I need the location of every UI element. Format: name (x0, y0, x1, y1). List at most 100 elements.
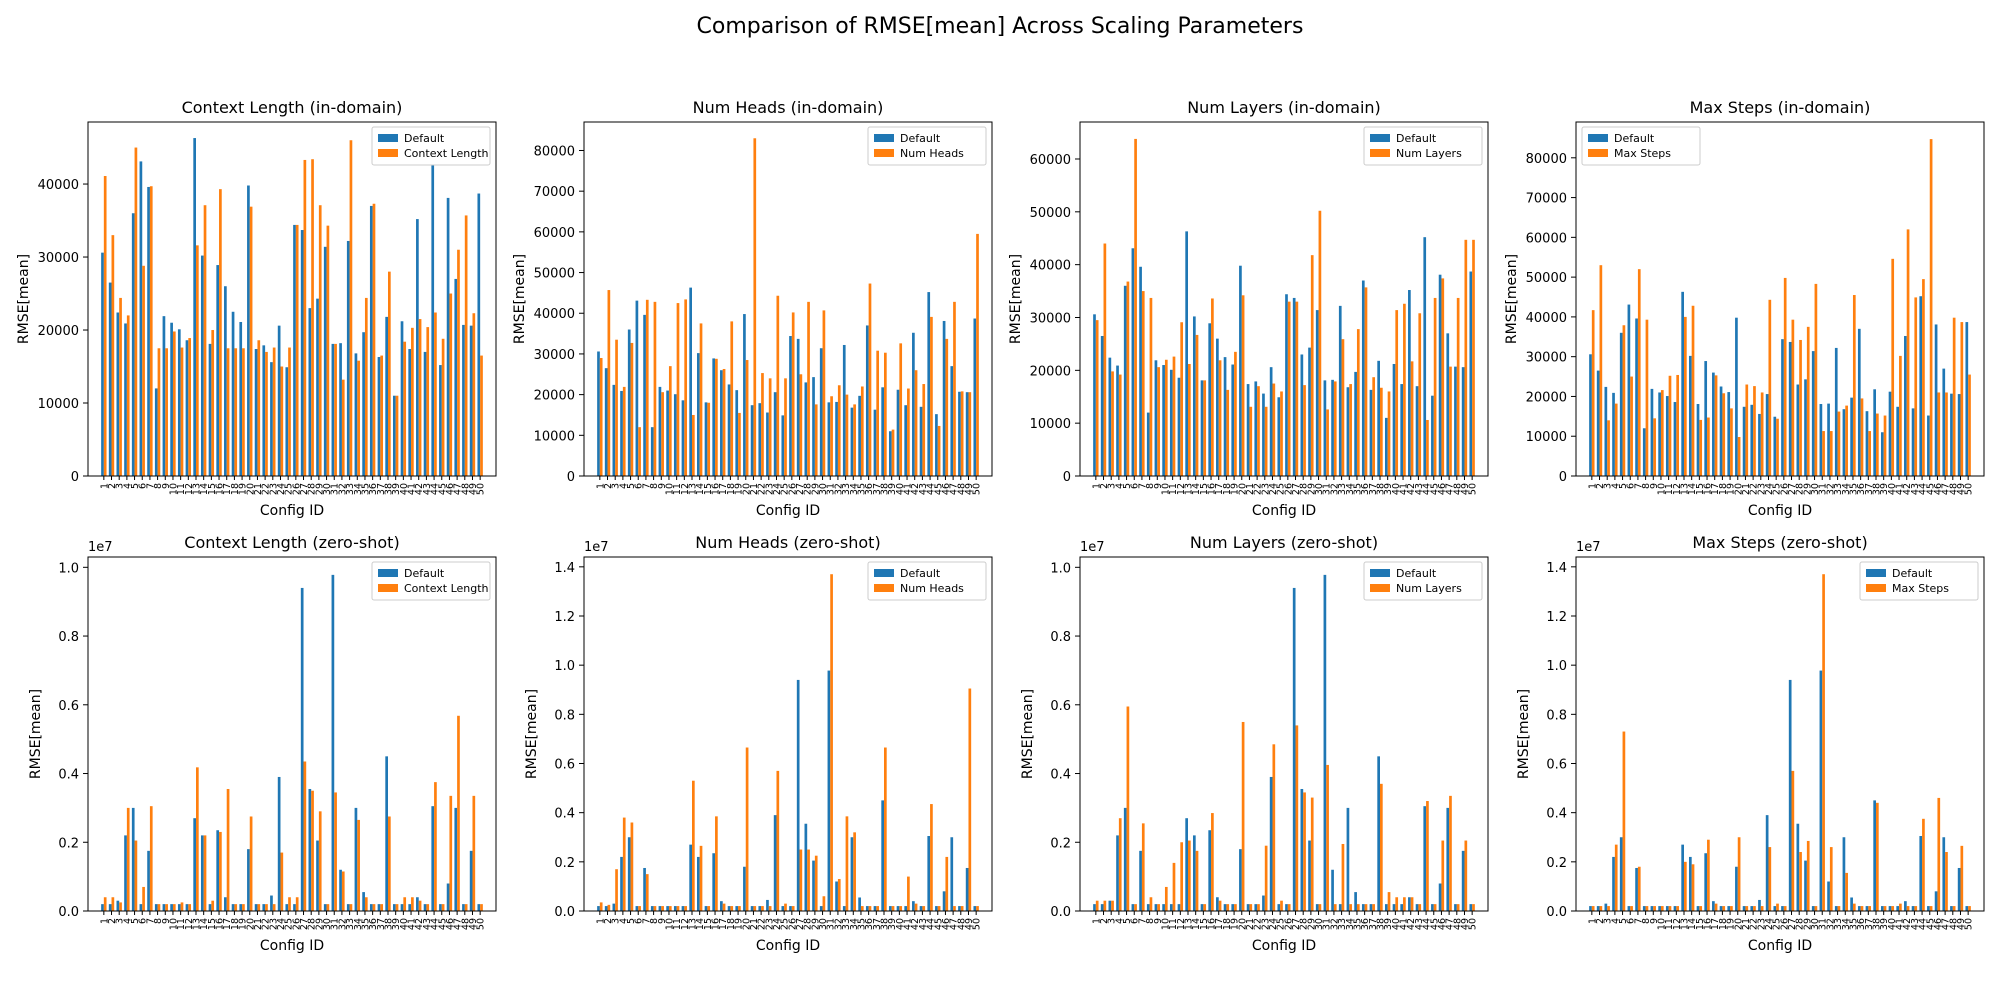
bar (323, 246, 327, 476)
bar (827, 670, 831, 911)
y-tick-label: 0.4 (554, 807, 575, 822)
bar (1604, 386, 1608, 476)
legend-label: Default (900, 567, 941, 580)
x-tick-label: 4 (1114, 918, 1125, 924)
bar (692, 414, 695, 476)
bar (1111, 900, 1114, 911)
x-tick-label: 1 (1091, 918, 1102, 924)
bar (1880, 906, 1884, 911)
bar (960, 391, 964, 476)
bar (1188, 840, 1191, 911)
x-tick-label: 21 (1741, 918, 1752, 930)
bar (149, 806, 153, 911)
bar (1799, 339, 1802, 476)
bar (203, 835, 207, 911)
x-tick-label: 48 (1452, 918, 1463, 930)
bar (472, 795, 476, 911)
legend-label: Default (1396, 567, 1437, 580)
x-tick-label: 14 (199, 483, 210, 495)
x-tick-label: 21 (749, 918, 760, 930)
bar (865, 325, 869, 476)
bar (226, 788, 230, 911)
x-tick-label: 6 (634, 483, 645, 489)
bar (1456, 904, 1460, 911)
legend-label: Max Steps (1892, 582, 1949, 595)
bar (249, 206, 253, 477)
legend-label: Max Steps (1614, 147, 1671, 160)
bar (231, 311, 235, 476)
x-tick-label: 29 (1306, 483, 1317, 495)
legend-box (371, 126, 491, 166)
x-tick-label: 50 (972, 918, 983, 930)
bar (789, 906, 792, 911)
y-tick-label: 0.4 (1050, 768, 1071, 783)
bar (750, 906, 754, 911)
bar (377, 904, 381, 911)
x-tick-label: 19 (1726, 483, 1737, 495)
bar (830, 574, 833, 911)
bar (968, 392, 972, 476)
series-default (597, 287, 977, 476)
bar (1834, 906, 1838, 911)
bar (469, 850, 473, 911)
bar (730, 906, 734, 911)
x-tick-label: 33 (1833, 483, 1844, 495)
bar (254, 904, 258, 911)
bar (884, 352, 887, 476)
bar (1868, 431, 1872, 476)
x-tick-label: 3 (1107, 918, 1118, 924)
bar (904, 906, 908, 911)
x-tick-label: 24 (276, 483, 287, 495)
x-tick-label: 41 (1399, 483, 1410, 495)
bar (1108, 357, 1112, 476)
bar (745, 747, 749, 911)
bar (147, 850, 150, 911)
bar (1323, 574, 1327, 911)
bar (942, 320, 946, 476)
bar (131, 807, 135, 911)
x-tick-label: 12 (184, 918, 195, 930)
x-tick-label: 29 (810, 483, 821, 495)
bar (1380, 387, 1383, 476)
bar (134, 840, 138, 911)
bar (247, 849, 250, 911)
bar (1162, 365, 1165, 476)
bar (1249, 904, 1253, 911)
bar (914, 903, 918, 912)
bar (1612, 856, 1615, 911)
bar (712, 853, 716, 911)
subplot-6: 0.00.20.40.60.81.01.21.41e71234567891011… (524, 533, 993, 954)
y-tick-label: 70000 (534, 185, 575, 200)
x-tick-label: 22 (1253, 918, 1264, 930)
bar (1745, 906, 1749, 911)
x-tick-label: 14 (1191, 918, 1202, 930)
x-tick-label: 5 (1122, 918, 1133, 924)
bar (758, 403, 762, 476)
x-tick-label: 4 (1114, 483, 1125, 489)
bar (953, 301, 956, 476)
bar (308, 788, 312, 911)
x-tick-label: 10 (168, 918, 179, 930)
bar (1660, 906, 1664, 911)
subplot-2: 0 10000 20000 30000 40000 50000 60000 70000 8000… (512, 98, 993, 519)
bar (426, 904, 430, 911)
bar (101, 252, 104, 476)
bar (1364, 904, 1368, 911)
bar (434, 782, 437, 911)
bar (1888, 391, 1892, 476)
x-tick-label: 39 (1383, 483, 1394, 495)
bar (108, 282, 112, 476)
x-tick-label: 26 (1779, 918, 1790, 930)
subplot-8: 0.00.20.40.60.81.01.21.41e71234567891011… (1516, 533, 1985, 954)
y-tick-label: 50000 (1526, 271, 1567, 286)
bar (101, 904, 104, 911)
bar (1819, 670, 1823, 911)
bar (973, 906, 977, 911)
x-tick-label: 44 (430, 483, 441, 495)
x-tick-label: 17 (1710, 483, 1721, 495)
x-tick-label: 23 (764, 483, 775, 495)
x-tick-label: 28 (1299, 483, 1310, 495)
bar (339, 869, 342, 911)
x-tick-label: 23 (1260, 918, 1271, 930)
legend-swatch (1588, 149, 1608, 157)
